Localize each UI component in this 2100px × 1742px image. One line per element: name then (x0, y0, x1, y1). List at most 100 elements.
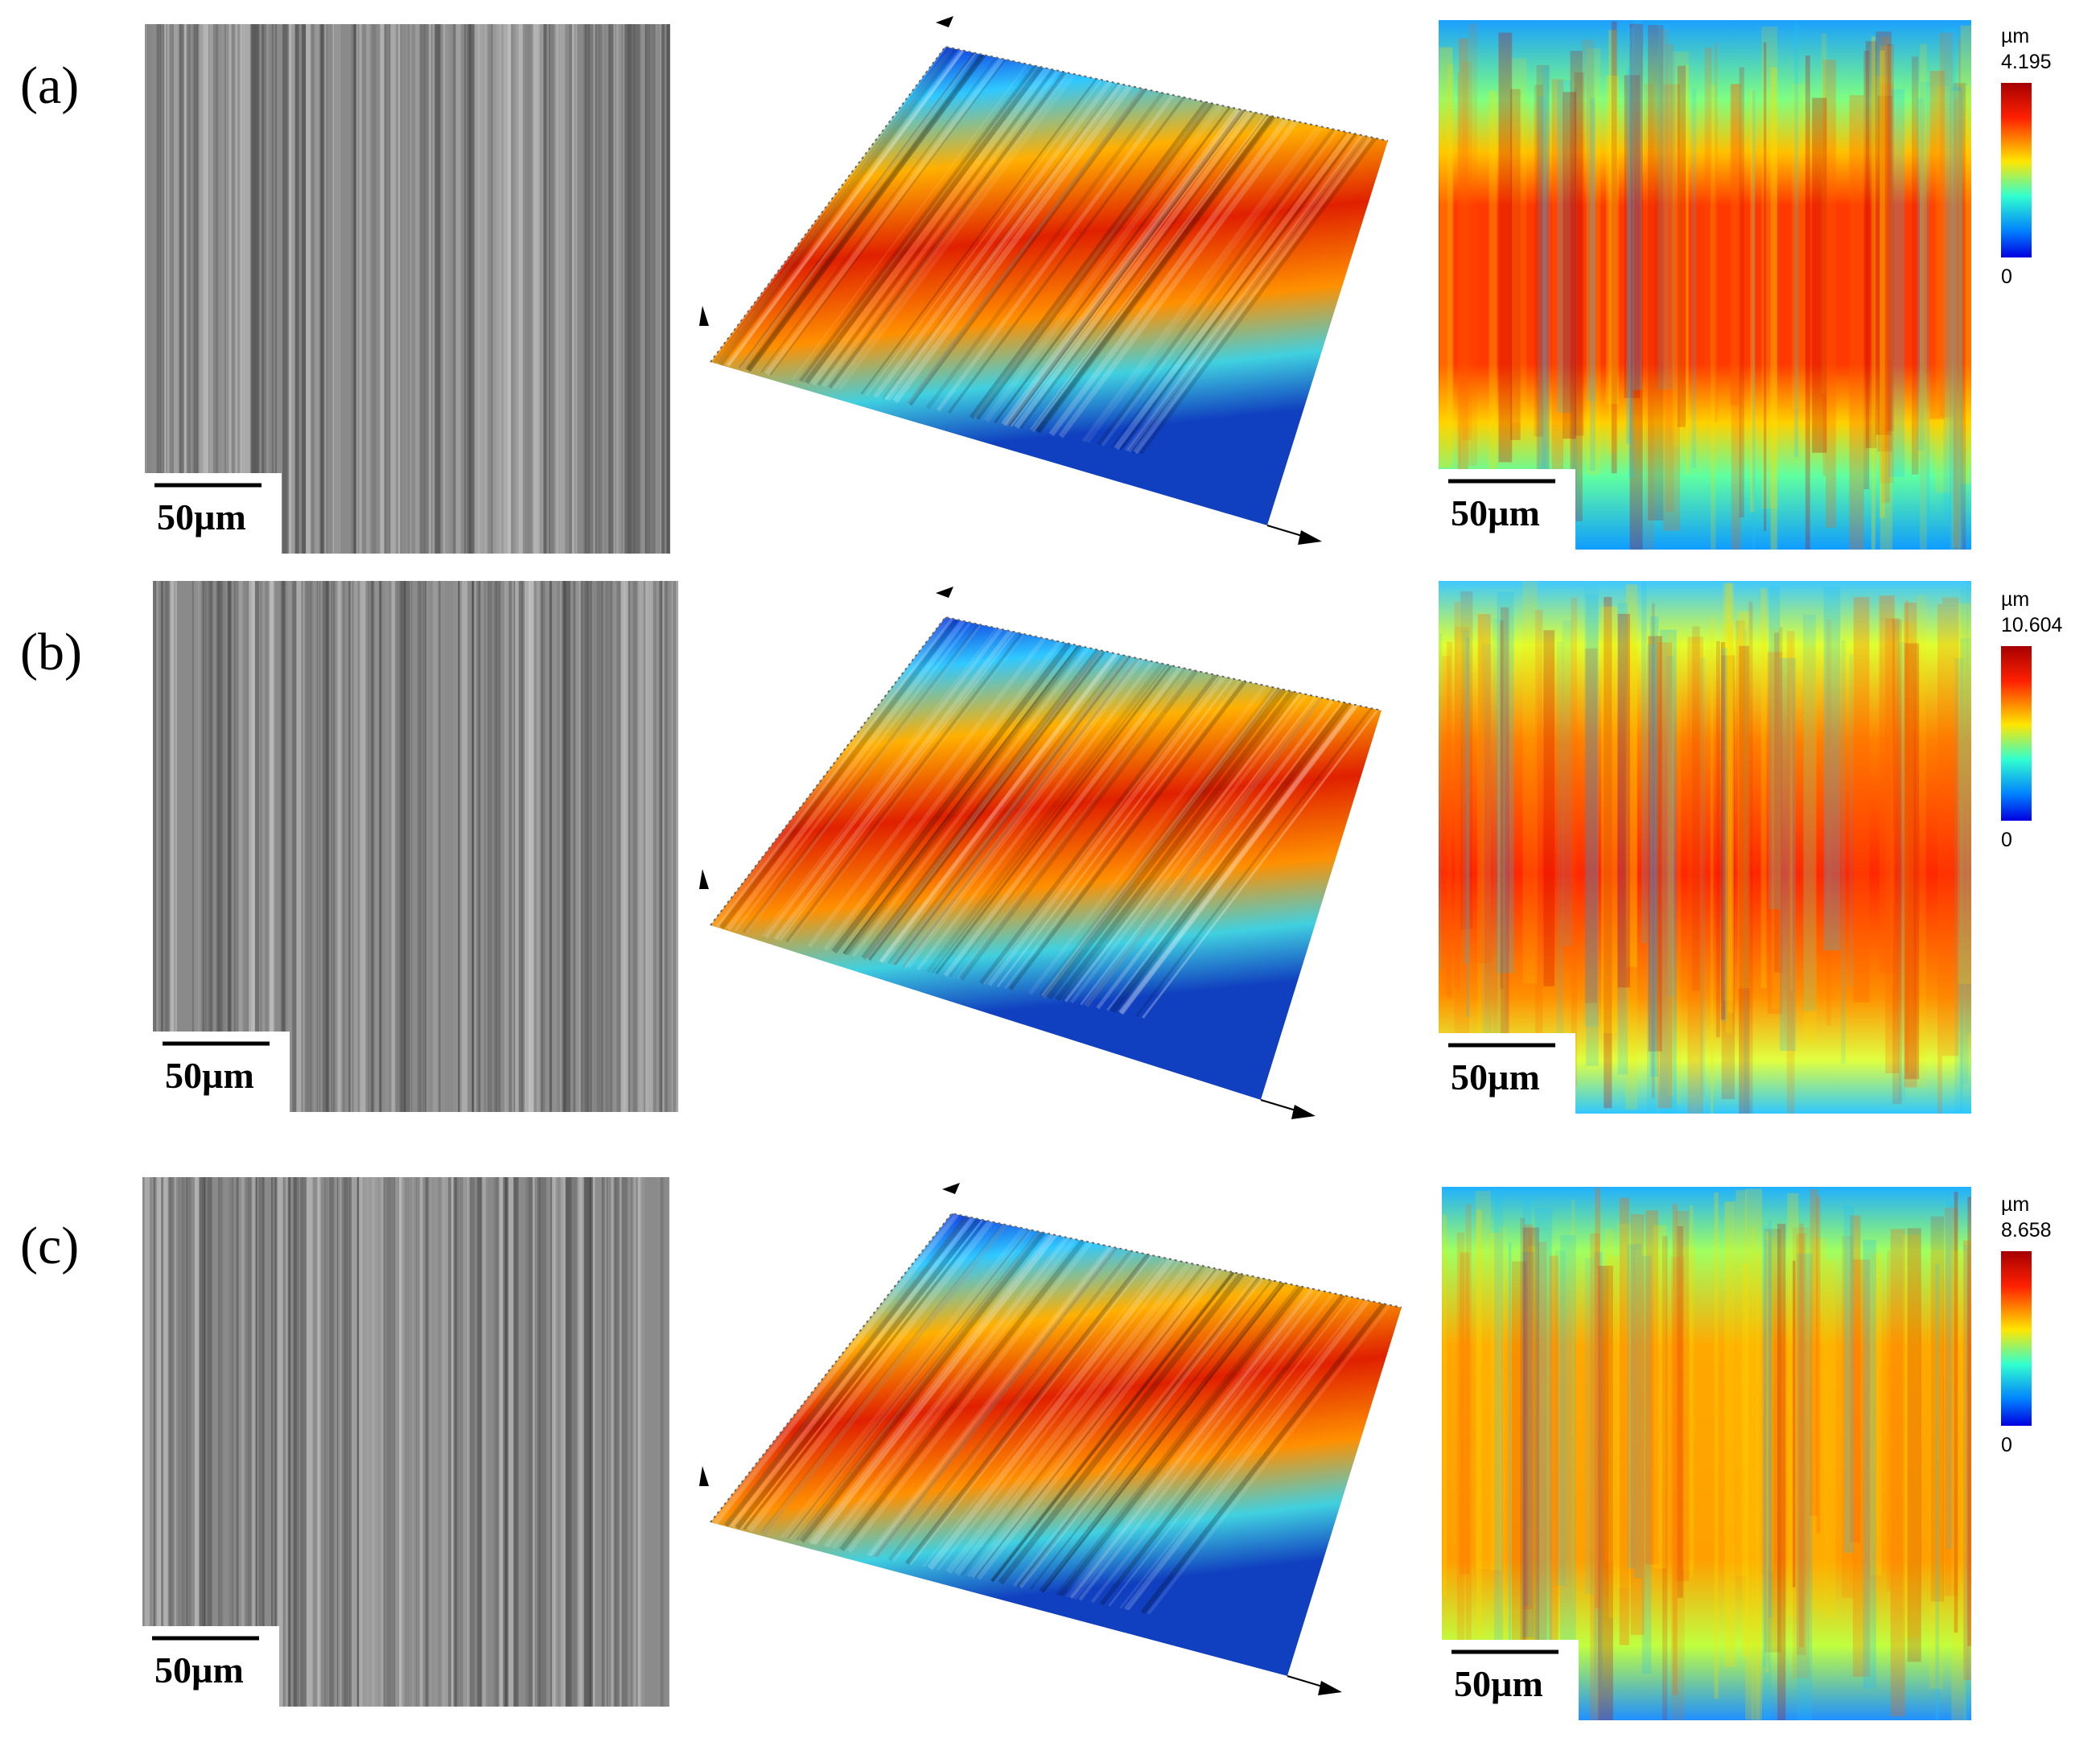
streak (537, 581, 541, 1112)
streak (554, 581, 561, 1112)
groove (982, 674, 1220, 985)
streak (557, 24, 561, 554)
surface-3d (710, 47, 1388, 525)
streak (234, 581, 239, 1112)
streak (261, 24, 265, 554)
stripe (1604, 596, 1612, 1109)
streak (544, 24, 549, 554)
streak (515, 581, 519, 1112)
groove (713, 1213, 960, 1526)
groove (1006, 108, 1246, 427)
streak (659, 581, 662, 1112)
streak (452, 581, 458, 1112)
streak (167, 24, 170, 554)
stripe (1497, 623, 1505, 1033)
groove (1110, 701, 1349, 1013)
streak (607, 1177, 613, 1707)
groove (1129, 134, 1369, 454)
streak (401, 581, 407, 1112)
groove (738, 51, 978, 370)
stripe (1774, 632, 1780, 973)
streak (463, 1177, 466, 1707)
streak (193, 581, 200, 1112)
streak (491, 581, 497, 1112)
height-map: 50µm (1439, 581, 1971, 1114)
stripe (1963, 1245, 1970, 1720)
streak (639, 1177, 644, 1707)
streak (597, 24, 603, 554)
stripe (1498, 32, 1513, 463)
streak (306, 24, 312, 554)
streak (157, 581, 159, 1112)
stripe (1842, 1236, 1854, 1598)
stripe (1586, 47, 1596, 402)
stripe (1762, 1225, 1770, 1668)
groove (785, 1227, 1032, 1541)
streak (210, 24, 212, 554)
stripe (1551, 79, 1564, 478)
streak (293, 1177, 294, 1707)
groove (719, 617, 959, 929)
streak (486, 581, 488, 1112)
streak (496, 24, 501, 554)
streak (201, 581, 208, 1112)
stripe (1767, 652, 1782, 1015)
groove (769, 59, 1007, 376)
stripe (1779, 627, 1783, 974)
streak (393, 581, 395, 1112)
groove (839, 1239, 1085, 1552)
groove (828, 71, 1067, 389)
stripe (1630, 1213, 1645, 1635)
stripe (1935, 1263, 1940, 1720)
streak (574, 581, 580, 1112)
colorbar-unit: µm (2001, 588, 2029, 611)
groove (905, 1253, 1151, 1565)
streak (430, 24, 434, 554)
streak (282, 24, 289, 554)
stripe (1672, 1204, 1678, 1695)
stripe (1571, 1199, 1575, 1610)
streak (545, 581, 549, 1112)
streak (289, 581, 295, 1112)
stripe (1959, 638, 1971, 1114)
groove (1031, 114, 1268, 431)
streak (234, 24, 237, 554)
stripe (1522, 581, 1538, 984)
stripe (1554, 1250, 1567, 1586)
stripe (1586, 594, 1599, 1066)
streak (550, 581, 556, 1112)
streak (498, 581, 500, 1112)
stripe (1881, 36, 1891, 503)
stripe (1647, 644, 1657, 1114)
groove (727, 49, 965, 367)
groove (826, 1236, 1071, 1549)
stripe (1511, 1261, 1527, 1720)
stripe (1670, 1256, 1685, 1720)
scale-label: 50µm (157, 496, 246, 537)
micrograph: 50µm (142, 1177, 669, 1707)
groove (866, 1246, 1110, 1556)
streak (673, 581, 677, 1112)
groove (851, 646, 1090, 957)
groove (798, 64, 1037, 383)
streak (637, 581, 644, 1112)
stripe (1877, 96, 1893, 452)
groove (908, 658, 1145, 969)
groove (864, 649, 1103, 961)
streak (243, 24, 250, 554)
streak (539, 581, 546, 1112)
streak (566, 581, 570, 1112)
streak (164, 24, 167, 554)
streak (513, 581, 516, 1112)
streak (633, 581, 640, 1112)
stripe (1510, 89, 1521, 440)
streak (667, 581, 673, 1112)
arrow-head (699, 306, 709, 326)
streak (160, 24, 164, 554)
streak (292, 581, 297, 1112)
axis-line (710, 1212, 1402, 1523)
groove (866, 649, 1106, 962)
streak (657, 1177, 659, 1707)
stripe (1871, 36, 1876, 550)
stripe (1954, 97, 1958, 547)
